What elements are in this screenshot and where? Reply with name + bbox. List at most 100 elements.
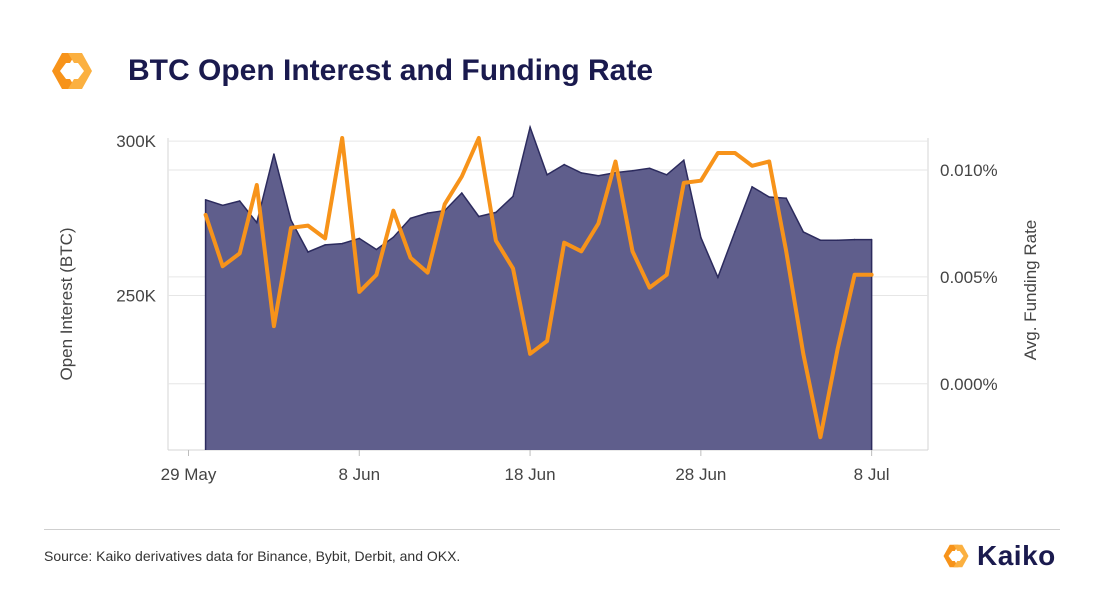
open-interest-point: [324, 244, 326, 246]
brand-name: Kaiko: [977, 540, 1056, 571]
y-right-axis-title: Avg. Funding Rate: [1021, 220, 1040, 361]
open-interest-point: [785, 197, 787, 199]
kaiko-logo-icon: [52, 53, 92, 89]
funding-rate-point: [272, 324, 276, 328]
open-interest-point: [221, 204, 224, 207]
y-left-tick-label: 250K: [116, 287, 156, 306]
y-left-axis-title: Open Interest (BTC): [57, 227, 76, 380]
funding-rate-point: [597, 222, 600, 225]
funding-rate-point: [682, 181, 685, 185]
funding-rate-point: [392, 209, 395, 212]
open-interest-area: [205, 127, 872, 450]
brand-logo: Kaiko: [941, 538, 1056, 574]
funding-rate-point: [750, 164, 754, 167]
funding-rate-point: [785, 250, 788, 253]
funding-rate-point: [204, 213, 207, 217]
open-interest-point: [648, 167, 651, 170]
page-title: BTC Open Interest and Funding Rate: [128, 54, 654, 87]
funding-rate-series: [203, 136, 874, 440]
funding-rate-point: [665, 273, 668, 276]
y-right-tick-label: 0.000%: [940, 375, 998, 394]
funding-rate-point: [545, 339, 549, 343]
open-interest-point: [204, 199, 207, 201]
funding-rate-point: [323, 237, 327, 240]
funding-rate-point: [341, 136, 344, 140]
open-interest-point: [665, 174, 668, 176]
funding-rate-point: [699, 179, 703, 182]
open-interest-point: [546, 174, 548, 176]
open-interest-point: [768, 196, 770, 198]
open-interest-point: [375, 248, 378, 251]
funding-rate-point: [768, 160, 771, 163]
x-tick-label: 8 Jul: [854, 465, 890, 484]
funding-rate-point: [733, 151, 737, 155]
x-tick-label: 28 Jun: [675, 465, 726, 484]
funding-rate-point: [494, 239, 498, 242]
open-interest-point: [597, 174, 600, 177]
funding-rate-point: [563, 241, 566, 244]
kaiko-brand-icon: [943, 544, 969, 568]
open-interest-point: [580, 172, 583, 174]
funding-rate-point: [426, 271, 429, 274]
open-interest-point: [836, 239, 839, 241]
funding-rate-point: [358, 290, 361, 294]
open-interest-point: [631, 169, 634, 172]
funding-rate-point: [528, 352, 532, 355]
open-interest-point: [478, 215, 480, 218]
y-left-tick-label: 300K: [116, 132, 156, 151]
open-interest-point: [409, 217, 412, 220]
footer-divider: [44, 529, 1060, 530]
y-right-tick-label: 0.010%: [940, 161, 998, 180]
funding-rate-point: [580, 250, 583, 253]
open-interest-point: [307, 251, 309, 253]
open-interest-point: [273, 153, 275, 155]
source-note: Source: Kaiko derivatives data for Binan…: [44, 548, 461, 564]
open-interest-point: [802, 231, 805, 233]
x-tick-label: 8 Jun: [338, 465, 380, 484]
open-interest-point: [683, 159, 685, 161]
open-interest-point: [751, 186, 753, 188]
open-interest-point: [700, 236, 702, 239]
funding-rate-point: [409, 256, 412, 259]
funding-rate-point: [802, 352, 805, 355]
funding-rate-point: [836, 348, 839, 351]
funding-rate-line: [203, 136, 874, 440]
open-interest-point: [734, 230, 736, 233]
x-tick-label: 29 May: [161, 465, 217, 484]
funding-rate-point: [631, 250, 634, 253]
open-interest-point: [358, 237, 361, 240]
open-interest-point: [819, 239, 822, 241]
open-interest-point: [495, 211, 497, 214]
funding-rate-point: [477, 136, 480, 140]
funding-rate-point: [306, 224, 310, 227]
funding-rate-point: [375, 273, 378, 276]
open-interest-point: [426, 212, 429, 214]
open-interest-point: [392, 236, 395, 238]
funding-rate-point: [238, 252, 241, 255]
funding-rate-point: [511, 267, 515, 270]
open-interest-point: [461, 192, 463, 194]
axes: 250K 300K 0.000% 0.005% 0.010% 29 May 8 Jun 18 …: [57, 132, 1040, 484]
open-interest-point: [512, 195, 514, 198]
funding-rate-point: [648, 286, 651, 289]
funding-rate-point: [443, 203, 446, 206]
open-interest-point: [853, 238, 856, 241]
x-tick-label: 18 Jun: [505, 465, 556, 484]
open-interest-point: [870, 238, 873, 241]
open-interest-point: [717, 276, 719, 279]
open-interest-point: [238, 200, 241, 202]
open-interest-point: [341, 242, 344, 245]
funding-rate-point: [870, 273, 873, 276]
funding-rate-point: [289, 226, 293, 229]
open-interest-point: [529, 126, 531, 128]
funding-rate-point: [221, 265, 224, 268]
funding-rate-point: [853, 273, 856, 276]
y-right-tick-label: 0.005%: [940, 268, 998, 287]
funding-rate-point: [460, 175, 463, 178]
funding-rate-point: [819, 436, 822, 439]
open-interest-point: [290, 219, 292, 221]
funding-rate-point: [255, 183, 258, 187]
open-interest-series: [204, 124, 873, 450]
open-interest-point: [255, 221, 258, 224]
